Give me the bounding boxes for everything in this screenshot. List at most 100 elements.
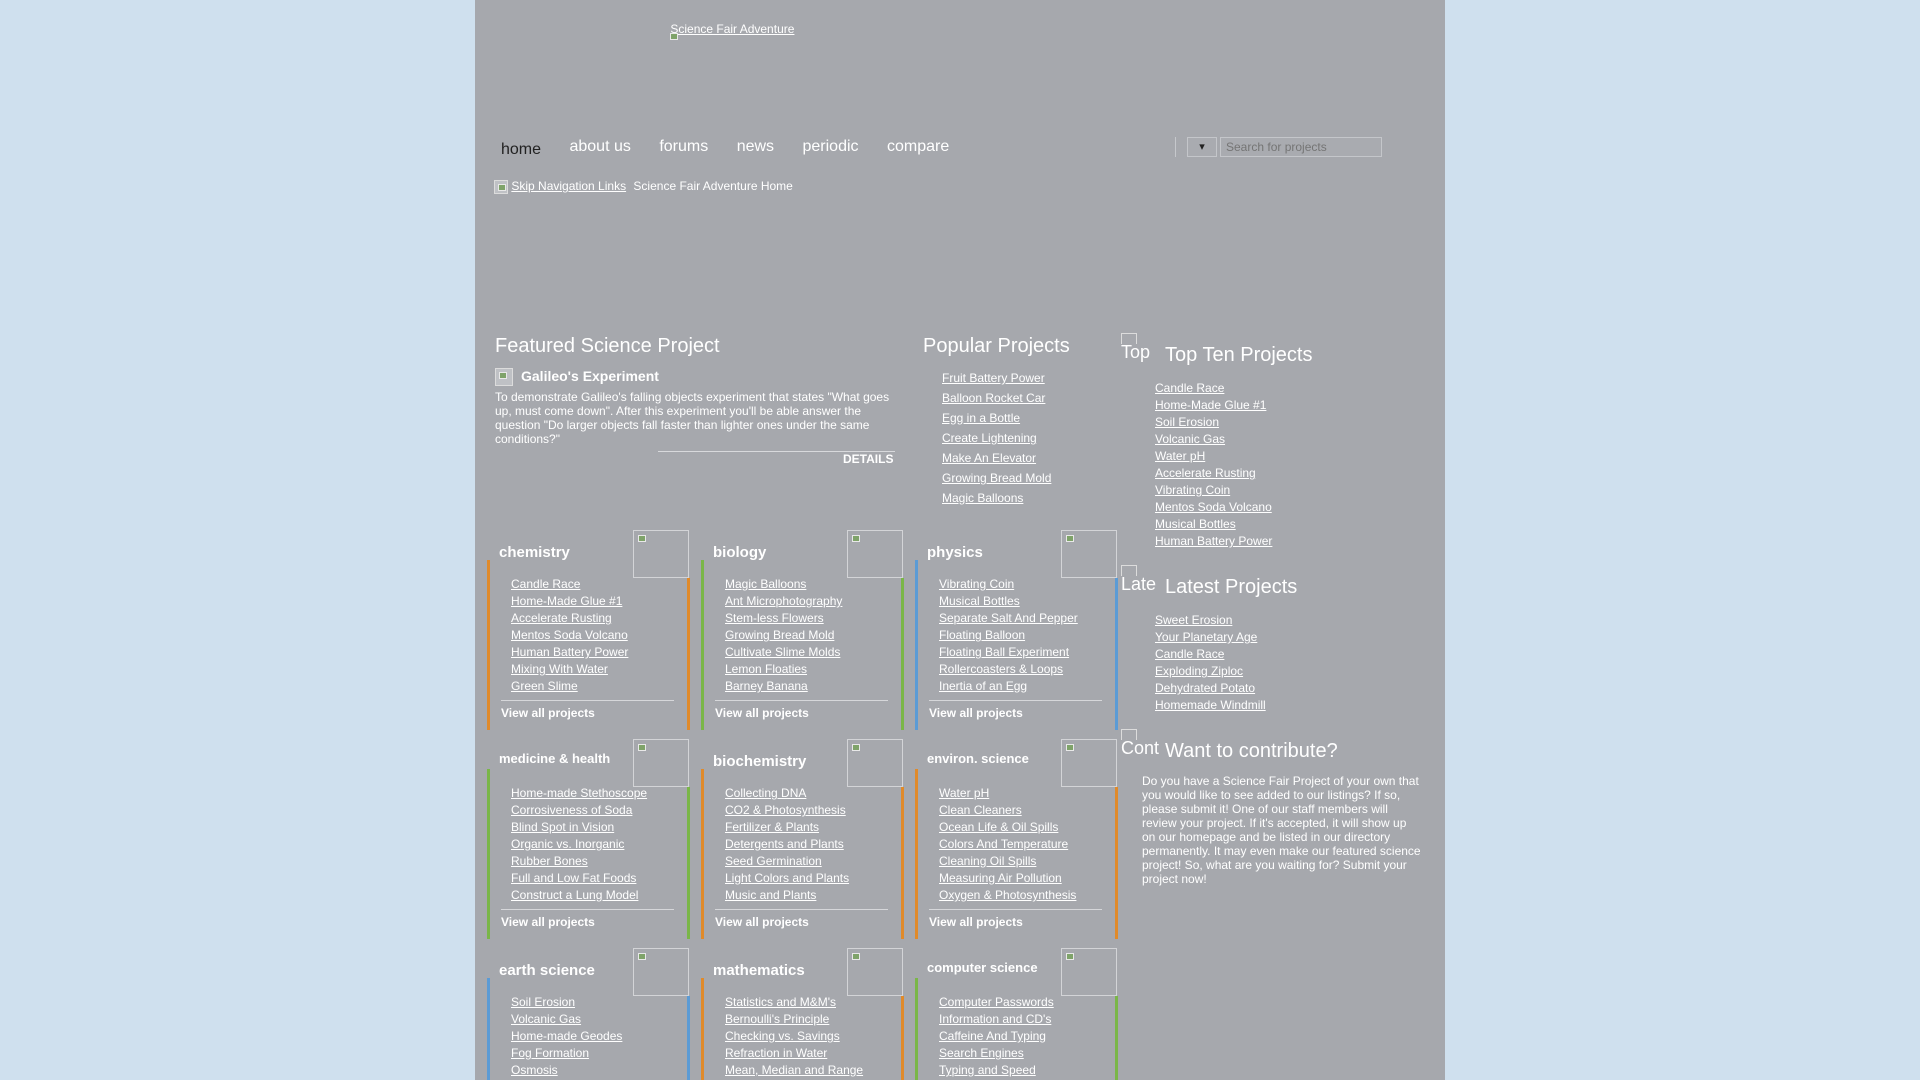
list-item[interactable]: Information and CD's	[939, 1012, 1052, 1026]
list-item[interactable]: Separate Salt And Pepper	[939, 611, 1078, 625]
featured-details-link[interactable]: DETAILS	[843, 452, 894, 466]
view-all-link[interactable]: View all projects	[501, 915, 595, 929]
list-item[interactable]: Volcanic Gas	[511, 1012, 582, 1026]
search-input[interactable]	[1220, 137, 1382, 157]
list-item[interactable]: Computer Passwords	[939, 995, 1054, 1009]
list-item[interactable]: Barney Banana	[725, 679, 808, 693]
popular-item[interactable]: Magic Balloons	[942, 491, 1024, 505]
list-item[interactable]: Mentos Soda Volcano	[511, 628, 628, 642]
list-item[interactable]: Full and Low Fat Foods	[511, 871, 637, 885]
category-title[interactable]: chemistry	[499, 544, 570, 561]
list-item[interactable]: Measuring Air Pollution	[939, 871, 1062, 885]
nav-forums[interactable]: forums	[659, 138, 709, 155]
list-item[interactable]: Home-Made Glue #1	[511, 594, 623, 608]
top-ten-item[interactable]: Candle Race	[1155, 381, 1225, 395]
featured-project-name[interactable]: Galileo's Experiment	[521, 368, 659, 384]
category-title[interactable]: environ. science	[927, 751, 1029, 766]
list-item[interactable]: Bernoulli's Principle	[725, 1012, 830, 1026]
list-item[interactable]: Corrosiveness of Soda	[511, 803, 633, 817]
list-item[interactable]: Colors And Temperature	[939, 837, 1069, 851]
list-item[interactable]: Music and Plants	[725, 888, 817, 902]
top-ten-item[interactable]: Mentos Soda Volcano	[1155, 500, 1272, 514]
site-logo[interactable]: Science Fair Adventure	[667, 22, 795, 40]
list-item[interactable]: Lemon Floaties	[725, 662, 808, 676]
view-all-link[interactable]: View all projects	[501, 706, 595, 720]
list-item[interactable]: Home-made Stethoscope	[511, 786, 648, 800]
latest-item[interactable]: Exploding Ziploc	[1155, 664, 1244, 678]
nav-news[interactable]: news	[736, 138, 775, 155]
list-item[interactable]: Rubber Bones	[511, 854, 588, 868]
list-item[interactable]: Refraction in Water	[725, 1046, 828, 1060]
latest-item[interactable]: Homemade Windmill	[1155, 698, 1266, 712]
list-item[interactable]: Oxygen & Photosynthesis	[939, 888, 1077, 902]
latest-item[interactable]: Candle Race	[1155, 647, 1225, 661]
list-item[interactable]: Cultivate Slime Molds	[725, 645, 841, 659]
top-ten-item[interactable]: Musical Bottles	[1155, 517, 1236, 531]
top-ten-item[interactable]: Volcanic Gas	[1155, 432, 1226, 446]
featured-project-title[interactable]: Galileo's Experiment	[495, 368, 659, 387]
skip-nav-link[interactable]: Skip Navigation Links	[511, 179, 627, 193]
list-item[interactable]: Vibrating Coin	[939, 577, 1015, 591]
list-item[interactable]: Osmosis	[511, 1063, 558, 1077]
list-item[interactable]: Fertilizer & Plants	[725, 820, 820, 834]
latest-item[interactable]: Sweet Erosion	[1155, 613, 1233, 627]
list-item[interactable]: Candle Race	[511, 577, 581, 591]
list-item[interactable]: Blind Spot in Vision	[511, 820, 615, 834]
list-item[interactable]: Search Engines	[939, 1046, 1024, 1060]
top-ten-item[interactable]: Soil Erosion	[1155, 415, 1220, 429]
view-all-link[interactable]: View all projects	[715, 915, 809, 929]
category-title[interactable]: earth science	[499, 962, 595, 979]
list-item[interactable]: Mean, Median and Range	[725, 1063, 864, 1077]
list-item[interactable]: Clean Cleaners	[939, 803, 1022, 817]
top-ten-item[interactable]: Water pH	[1155, 449, 1206, 463]
list-item[interactable]: Light Colors and Plants	[725, 871, 850, 885]
logo-alt-text[interactable]: Science Fair Adventure	[670, 22, 795, 36]
list-item[interactable]: Statistics and M&M's	[725, 995, 836, 1009]
top-ten-item[interactable]: Home-Made Glue #1	[1155, 398, 1267, 412]
top-ten-item[interactable]: Accelerate Rusting	[1155, 466, 1256, 480]
view-all-link[interactable]: View all projects	[929, 706, 1023, 720]
list-item[interactable]: Typing and Speed	[939, 1063, 1036, 1077]
list-item[interactable]: Musical Bottles	[939, 594, 1020, 608]
popular-item[interactable]: Fruit Battery Power	[942, 371, 1045, 385]
list-item[interactable]: Floating Ball Experiment	[939, 645, 1070, 659]
popular-item[interactable]: Create Lightening	[942, 431, 1037, 445]
top-ten-item[interactable]: Human Battery Power	[1155, 534, 1273, 548]
category-title[interactable]: computer science	[927, 960, 1038, 975]
list-item[interactable]: Cleaning Oil Spills	[939, 854, 1037, 868]
list-item[interactable]: Rollercoasters & Loops	[939, 662, 1064, 676]
latest-item[interactable]: Dehydrated Potato	[1155, 681, 1256, 695]
list-item[interactable]: Home-made Geodes	[511, 1029, 623, 1043]
nav-compare[interactable]: compare	[886, 138, 950, 155]
list-item[interactable]: Ant Microphotography	[725, 594, 843, 608]
category-title[interactable]: mathematics	[713, 962, 805, 979]
popular-item[interactable]: Growing Bread Mold	[942, 471, 1052, 485]
list-item[interactable]: Growing Bread Mold	[725, 628, 835, 642]
list-item[interactable]: Checking vs. Savings	[725, 1029, 840, 1043]
nav-periodic[interactable]: periodic	[802, 138, 859, 155]
list-item[interactable]: Mixing With Water	[511, 662, 608, 676]
latest-item[interactable]: Your Planetary Age	[1155, 630, 1258, 644]
list-item[interactable]: Water pH	[939, 786, 990, 800]
list-item[interactable]: Caffeine And Typing	[939, 1029, 1046, 1043]
list-item[interactable]: Fog Formation	[511, 1046, 590, 1060]
list-item[interactable]: Construct a Lung Model	[511, 888, 639, 902]
popular-item[interactable]: Make An Elevator	[942, 451, 1037, 465]
view-all-link[interactable]: View all projects	[929, 915, 1023, 929]
list-item[interactable]: Floating Balloon	[939, 628, 1026, 642]
list-item[interactable]: Human Battery Power	[511, 645, 629, 659]
list-item[interactable]: CO2 & Photosynthesis	[725, 803, 846, 817]
popular-item[interactable]: Balloon Rocket Car	[942, 391, 1046, 405]
list-item[interactable]: Accelerate Rusting	[511, 611, 612, 625]
list-item[interactable]: Ocean Life & Oil Spills	[939, 820, 1059, 834]
list-item[interactable]: Collecting DNA	[725, 786, 807, 800]
popular-item[interactable]: Egg in a Bottle	[942, 411, 1021, 425]
list-item[interactable]: Green Slime	[511, 679, 578, 693]
list-item[interactable]: Organic vs. Inorganic	[511, 837, 625, 851]
list-item[interactable]: Soil Erosion	[511, 995, 576, 1009]
list-item[interactable]: Magic Balloons	[725, 577, 807, 591]
category-title[interactable]: biochemistry	[713, 753, 807, 770]
category-title[interactable]: biology	[713, 544, 767, 561]
search-category-select[interactable]: ▾	[1187, 137, 1217, 157]
list-item[interactable]: Inertia of an Egg	[939, 679, 1028, 693]
